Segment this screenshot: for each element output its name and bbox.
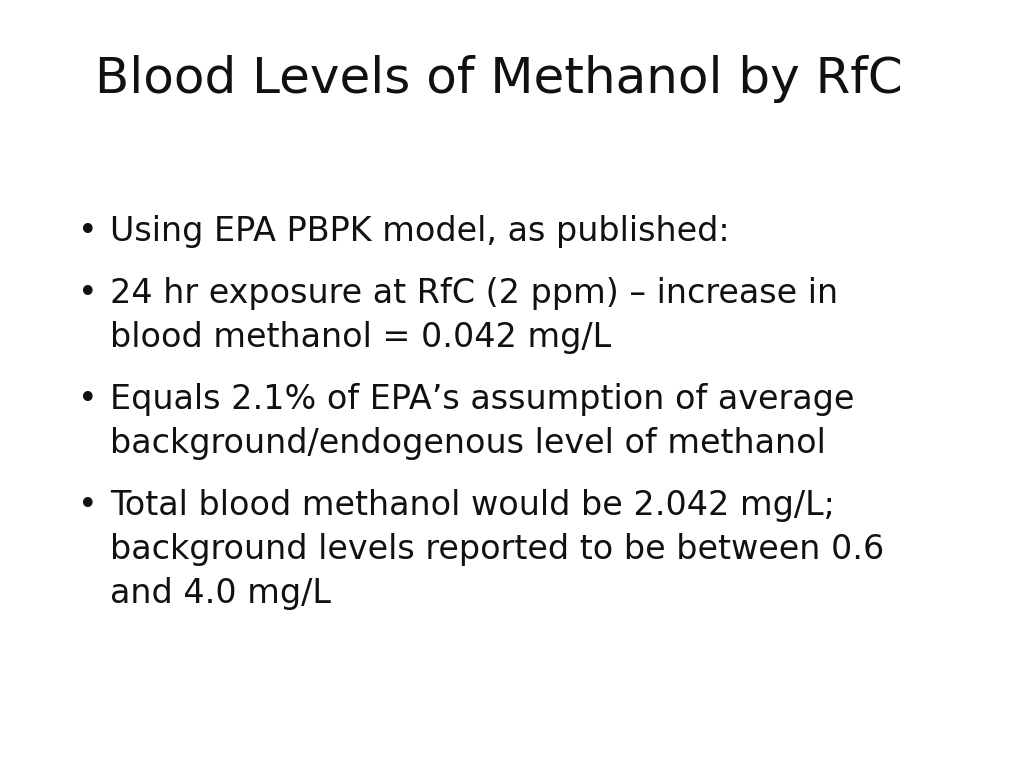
Text: Blood Levels of Methanol by RfC: Blood Levels of Methanol by RfC (95, 55, 903, 103)
Text: 24 hr exposure at RfC (2 ppm) – increase in: 24 hr exposure at RfC (2 ppm) – increase… (110, 277, 838, 310)
Text: Using EPA PBPK model, as published:: Using EPA PBPK model, as published: (110, 215, 730, 248)
Text: background levels reported to be between 0.6: background levels reported to be between… (110, 533, 885, 566)
Text: •: • (78, 489, 97, 522)
Text: background/endogenous level of methanol: background/endogenous level of methanol (110, 427, 826, 460)
Text: •: • (78, 215, 97, 248)
Text: Total blood methanol would be 2.042 mg/L;: Total blood methanol would be 2.042 mg/L… (110, 489, 835, 522)
Text: •: • (78, 277, 97, 310)
Text: and 4.0 mg/L: and 4.0 mg/L (110, 577, 331, 610)
Text: blood methanol = 0.042 mg/L: blood methanol = 0.042 mg/L (110, 321, 611, 354)
Text: •: • (78, 383, 97, 416)
Text: Equals 2.1% of EPA’s assumption of average: Equals 2.1% of EPA’s assumption of avera… (110, 383, 854, 416)
